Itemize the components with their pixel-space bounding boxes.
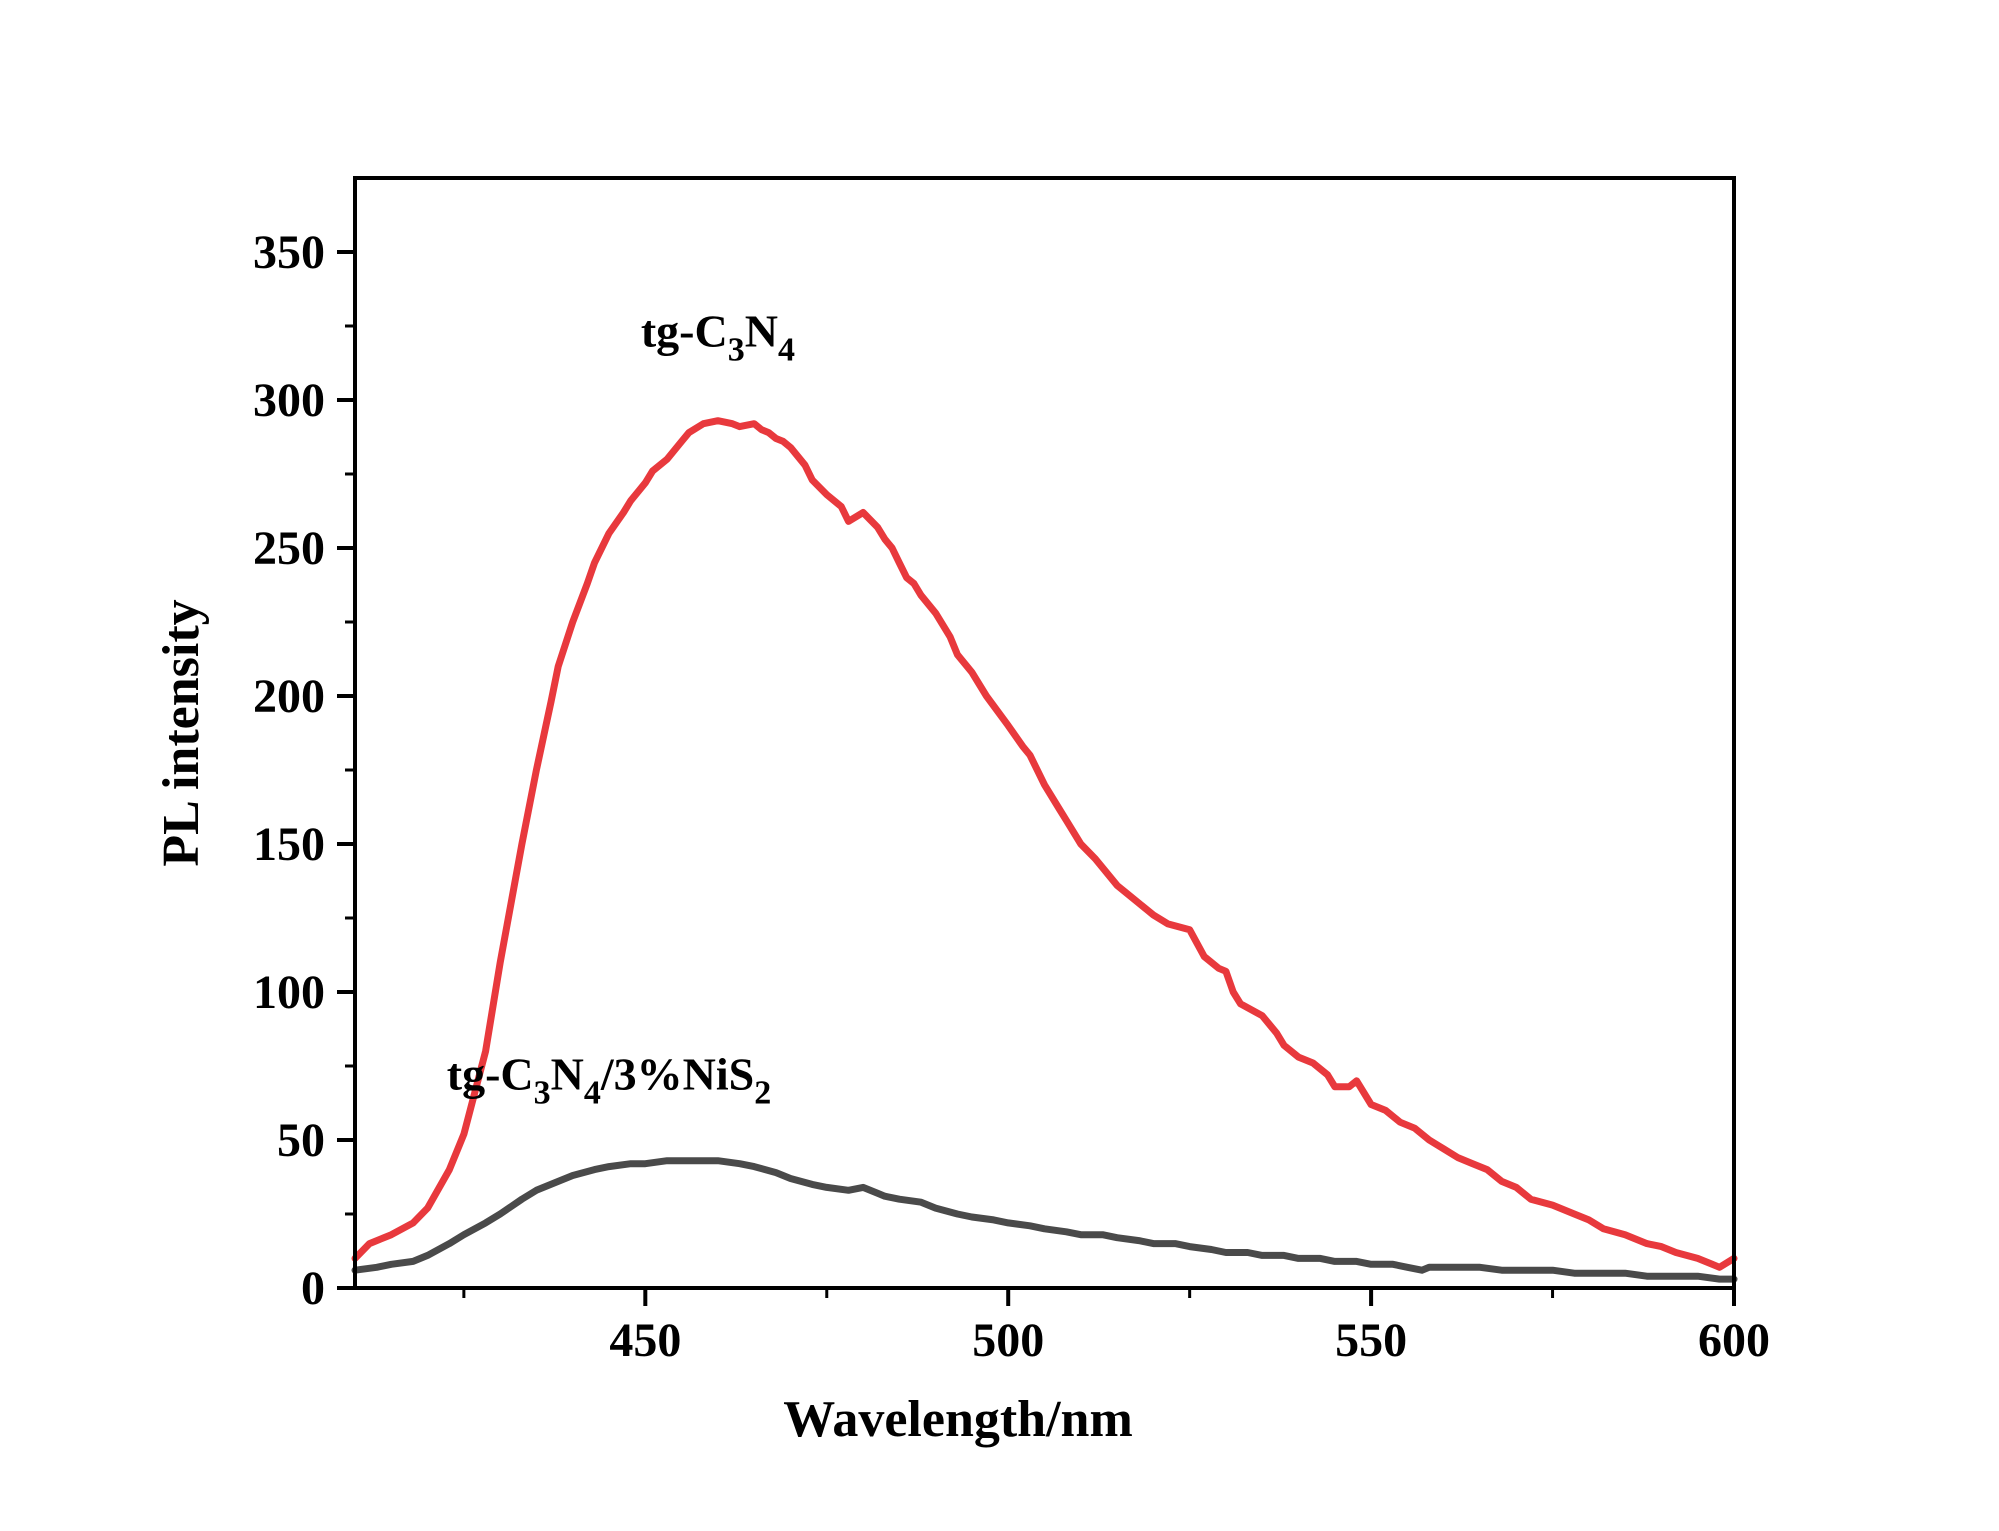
y-tick-label: 200 <box>253 670 325 723</box>
y-axis-title: PL intensity <box>153 599 210 866</box>
series-annotation-0: tg-C3N4 <box>641 306 795 369</box>
y-tick-label: 0 <box>301 1262 325 1315</box>
plot-frame <box>353 176 1736 1290</box>
y-tick-label: 300 <box>253 374 325 427</box>
tick-labels-group: 450 500 550 600 0 50 100 150 200 250 300 350 <box>253 226 1770 1367</box>
annotations-group: tg-C3N4 tg-C3N4/3%NiS2 <box>447 306 795 1112</box>
y-tick-label: 50 <box>277 1114 325 1167</box>
y-tick-label: 250 <box>253 522 325 575</box>
x-tick-label: 500 <box>972 1314 1044 1367</box>
y-tick-label: 350 <box>253 226 325 279</box>
x-axis-title: Wavelength/nm <box>783 1391 1133 1448</box>
series-line-0 <box>351 417 1738 1271</box>
series-line-1 <box>351 1157 1738 1283</box>
y-tick-label: 100 <box>253 966 325 1019</box>
y-tick-label: 150 <box>253 818 325 871</box>
axis-ticks-group <box>337 250 1736 1306</box>
plot-series-group <box>351 417 1738 1283</box>
series-annotation-1: tg-C3N4/3%NiS2 <box>447 1049 771 1112</box>
x-tick-label: 550 <box>1335 1314 1407 1367</box>
x-tick-label: 600 <box>1698 1314 1770 1367</box>
x-tick-label: 450 <box>609 1314 681 1367</box>
